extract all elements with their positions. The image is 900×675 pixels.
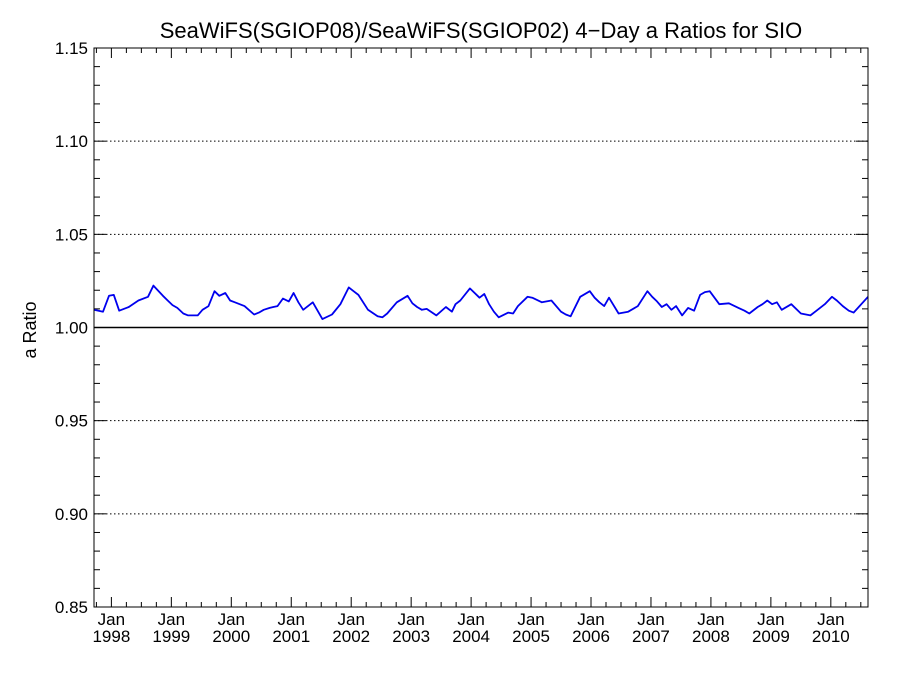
- x-tick-label-month: Jan: [158, 610, 185, 629]
- x-tick-label-month: Jan: [637, 610, 664, 629]
- minor-ticks: [94, 48, 868, 607]
- x-tick-label-year: 2009: [752, 627, 790, 646]
- y-tick-label: 0.90: [55, 505, 88, 524]
- x-tick-label-month: Jan: [337, 610, 364, 629]
- x-tick-label-year: 1998: [92, 627, 130, 646]
- x-tick-label-year: 2000: [212, 627, 250, 646]
- series-layer: [93, 284, 869, 321]
- x-tick-label-year: 2005: [512, 627, 550, 646]
- x-tick-label-month: Jan: [278, 610, 305, 629]
- x-tick-label-month: Jan: [218, 610, 245, 629]
- y-tick-label: 1.05: [55, 225, 88, 244]
- x-tick-label-month: Jan: [577, 610, 604, 629]
- x-tick-label-month: Jan: [517, 610, 544, 629]
- x-tick-label-month: Jan: [697, 610, 724, 629]
- x-tick-label-month: Jan: [457, 610, 484, 629]
- x-tick-label-month: Jan: [98, 610, 125, 629]
- chart-title: SeaWiFS(SGIOP08)/SeaWiFS(SGIOP02) 4−Day …: [160, 18, 802, 43]
- y-tick-label: 1.00: [55, 319, 88, 338]
- x-tick-label-year: 2010: [812, 627, 850, 646]
- x-tick-label-year: 2003: [392, 627, 430, 646]
- x-tick-label-year: 2004: [452, 627, 490, 646]
- gridlines: [94, 140, 868, 515]
- y-tick-label: 1.15: [55, 39, 88, 58]
- x-tick-label-year: 1999: [152, 627, 190, 646]
- x-axis-ticks: Jan1998Jan1999Jan2000Jan2001Jan2002Jan20…: [92, 48, 850, 646]
- x-tick-label-year: 2001: [272, 627, 310, 646]
- series-line: [93, 284, 869, 321]
- y-tick-label: 0.95: [55, 412, 88, 431]
- x-tick-label-year: 2006: [572, 627, 610, 646]
- x-tick-label-month: Jan: [817, 610, 844, 629]
- x-tick-label-month: Jan: [397, 610, 424, 629]
- y-axis-title: a Ratio: [20, 301, 40, 358]
- plot-frame: [93, 47, 869, 608]
- x-tick-label-year: 2007: [632, 627, 670, 646]
- y-tick-label: 0.85: [55, 598, 88, 617]
- x-tick-label-month: Jan: [757, 610, 784, 629]
- x-tick-label-year: 2002: [332, 627, 370, 646]
- y-axis-ticks: 0.85 0.90 0.95 1.00 1.05 1.10 1.15: [55, 39, 868, 617]
- y-tick-label: 1.10: [55, 132, 88, 151]
- x-tick-label-year: 2008: [692, 627, 730, 646]
